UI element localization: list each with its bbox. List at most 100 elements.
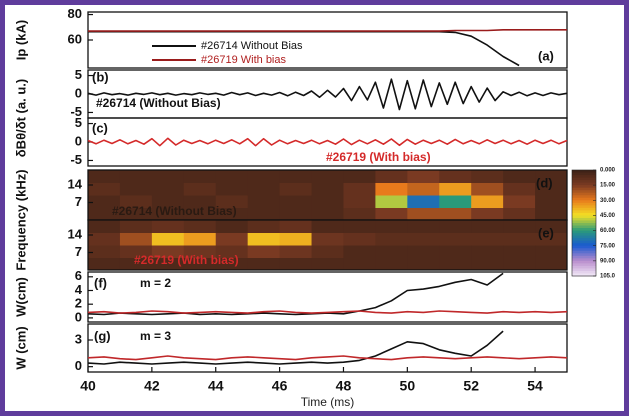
heatmap-cell (247, 182, 281, 196)
x-tick-label: 40 (80, 378, 96, 394)
y-tick-label: 14 (68, 176, 83, 191)
heatmap-cell (279, 182, 313, 196)
heatmap-cell (88, 257, 121, 271)
heatmap-cell (88, 232, 121, 246)
heatmap-cell (88, 170, 121, 183)
heatmap-cell (439, 182, 472, 196)
colorbar-tick-label: 30.00 (600, 198, 616, 204)
heatmap-cell (311, 182, 344, 196)
heatmap-cell (247, 220, 281, 233)
heatmap-cell (88, 195, 121, 208)
heatmap-cell (183, 257, 217, 271)
colorbar-segment (572, 268, 596, 272)
heatmap-cell (375, 220, 408, 233)
colorbar-segment (572, 245, 596, 249)
colorbar-segment (572, 185, 596, 189)
colorbar-segment (572, 248, 596, 252)
heatmap-cell (119, 182, 153, 196)
heatmap-cell (407, 257, 440, 271)
heatmap-cell (471, 207, 504, 221)
colorbar-segment (572, 263, 596, 267)
colorbar-tick-label: 60.00 (600, 228, 616, 234)
panel-frame (87, 271, 568, 323)
colorbar-frame (571, 169, 597, 277)
data-line (87, 78, 568, 111)
panel-tag: (g) (94, 328, 111, 343)
panel-tag: (c) (92, 120, 108, 135)
heatmap-cell (343, 245, 376, 258)
heatmap-cell (407, 207, 440, 221)
y-tick-label: 7 (75, 194, 82, 209)
heatmap-cell (407, 245, 440, 258)
heatmap-cell (151, 220, 185, 233)
y-tick-label: -5 (70, 104, 82, 119)
colorbar-segment (572, 197, 596, 201)
heatmap-cell (151, 182, 185, 196)
colorbar-segment (572, 202, 596, 206)
y-axis-label: δBθ/δt (a. u.) (13, 79, 28, 157)
heatmap-cell (279, 232, 313, 246)
heatmap-cell (215, 170, 249, 183)
legend-label: #26714 Without Bias (201, 40, 303, 52)
heatmap-cell (535, 195, 568, 208)
heatmap-cell (215, 245, 249, 258)
panel-tag: (d) (536, 175, 553, 190)
heatmap-cell (535, 257, 568, 271)
heatmap-cell (215, 207, 249, 221)
y-tick-label: 2 (75, 296, 82, 311)
colorbar-segment (572, 175, 596, 179)
heatmap-cell (535, 220, 568, 233)
heatmap-cell (183, 170, 217, 183)
heatmap-cell (247, 245, 281, 258)
heatmap-cell (439, 207, 472, 221)
heatmap-cell (311, 170, 344, 183)
heatmap-cell (215, 257, 249, 271)
heatmap-cell (88, 245, 121, 258)
y-tick-label: 0 (75, 358, 82, 373)
heatmap-cell (407, 170, 440, 183)
annotation: #26714 (Without Bias) (96, 96, 221, 110)
heatmap-cell (247, 232, 281, 246)
heatmap-cell (471, 245, 504, 258)
heatmap-cell (375, 245, 408, 258)
y-tick-label: 7 (75, 244, 82, 259)
heatmap-cell (535, 207, 568, 221)
heatmap-cell (183, 195, 217, 208)
data-line (88, 29, 567, 32)
heatmap-cell (535, 245, 568, 258)
heatmap-cell (343, 195, 376, 208)
data-line (87, 355, 568, 361)
heatmap-cell (279, 195, 313, 208)
heatmap-cell (375, 207, 408, 221)
y-tick-label: 0 (75, 133, 82, 148)
colorbar-tick-label: 75.00 (600, 243, 616, 249)
colorbar-segment (572, 250, 596, 254)
colorbar-segment (572, 212, 596, 216)
annotation: m = 3 (140, 329, 171, 343)
colorbar-segment (572, 217, 596, 221)
heatmap-cell (247, 195, 281, 208)
colorbar-segment (572, 190, 596, 194)
panel-tag: (f) (94, 275, 107, 290)
x-tick-label: 44 (208, 378, 224, 394)
colorbar-segment (572, 170, 596, 174)
x-tick-label: 46 (272, 378, 288, 394)
y-tick-label: 3 (75, 331, 82, 346)
colorbar-segment (572, 200, 596, 204)
heatmap-cell (183, 182, 217, 196)
legend-label: #26719 With bias (201, 54, 286, 66)
heatmap-cell (88, 182, 121, 196)
x-axis-label: Time (ms) (301, 395, 355, 409)
annotation: #26719 (With bias) (134, 253, 239, 267)
heatmap-cell (119, 195, 153, 208)
heatmap-cell (247, 207, 281, 221)
y-tick-label: 60 (68, 31, 82, 46)
heatmap-cell (119, 232, 153, 246)
y-tick-label: -5 (70, 152, 82, 167)
heatmap-cell (407, 232, 440, 246)
colorbar-segment (572, 177, 596, 181)
colorbar-segment (572, 258, 596, 262)
heatmap-cell (375, 232, 408, 246)
heatmap-cell (407, 182, 440, 196)
